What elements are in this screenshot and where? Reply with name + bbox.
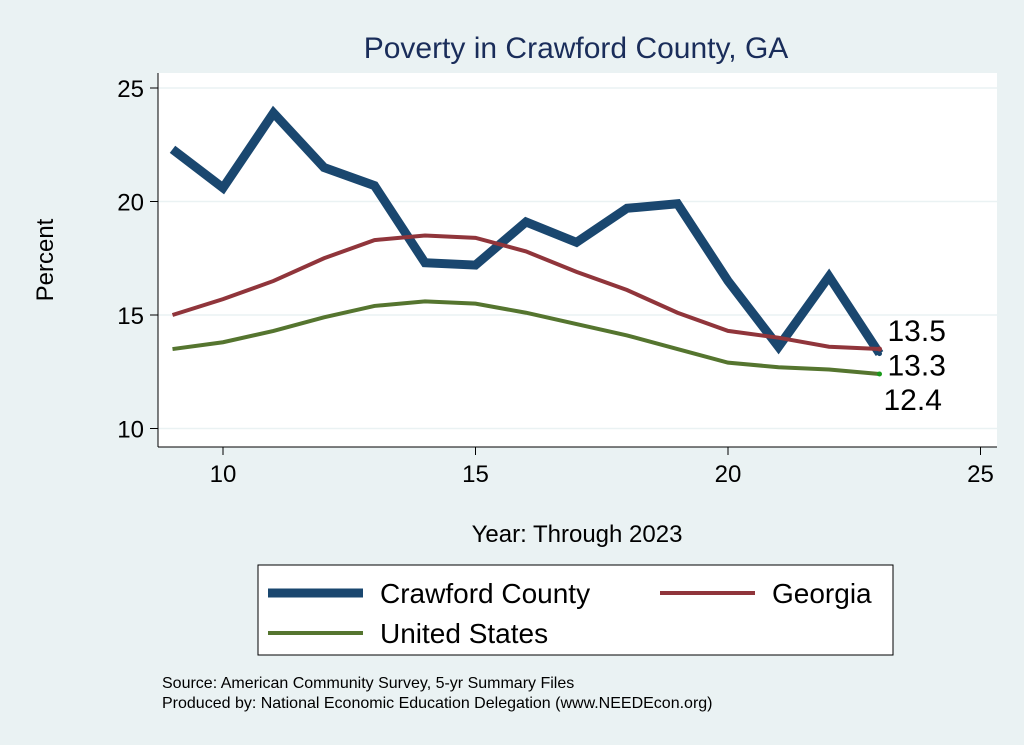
y-tick-label: 20 <box>117 190 144 217</box>
legend-item: Georgia <box>660 578 872 609</box>
x-tick-label: 15 <box>462 461 489 488</box>
y-tick-label: 25 <box>117 76 144 103</box>
produced-note: Produced by: National Economic Education… <box>162 695 713 712</box>
end-label: 13.5 <box>888 315 946 348</box>
series-line-crawford-county <box>169 105 884 357</box>
legend-label: United States <box>380 618 548 649</box>
series-line-georgia <box>171 233 880 352</box>
end-point <box>877 346 882 352</box>
source-note: Source: American Community Survey, 5-yr … <box>162 675 574 692</box>
legend-item: Crawford County <box>268 578 590 609</box>
end-point <box>877 371 882 377</box>
series-line-united-states <box>172 299 880 377</box>
x-tick-label: 20 <box>715 461 742 488</box>
end-label: 12.4 <box>884 384 942 417</box>
legend <box>257 564 894 656</box>
y-axis-label: Percent <box>32 218 59 301</box>
legend-label: Georgia <box>772 578 872 609</box>
end-label: 13.3 <box>888 350 946 383</box>
end-point <box>877 351 882 357</box>
legend-label: Crawford County <box>380 578 590 609</box>
y-tick-label: 10 <box>117 417 144 444</box>
chart-title: Poverty in Crawford County, GA <box>364 32 789 65</box>
x-axis-label: Year: Through 2023 <box>472 521 683 548</box>
x-tick-label: 10 <box>210 461 237 488</box>
x-tick-label: 25 <box>967 461 994 488</box>
y-tick-label: 15 <box>117 303 144 330</box>
legend-item: United States <box>268 618 548 649</box>
